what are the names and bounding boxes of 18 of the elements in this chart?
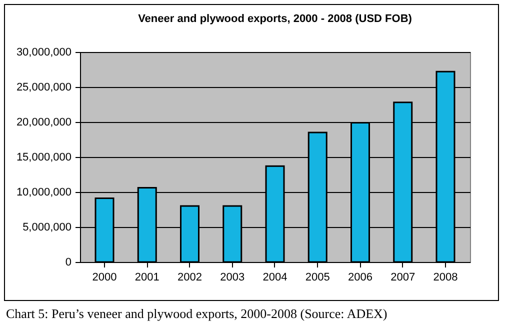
- y-tick-label: 0: [65, 256, 72, 268]
- x-tick-label: 2001: [134, 272, 160, 284]
- y-tick-label: 10,000,000: [16, 186, 72, 198]
- x-tick-label: 2002: [178, 272, 202, 284]
- x-tick-label: 2005: [305, 272, 330, 284]
- y-tick-label: 5,000,000: [22, 222, 72, 234]
- x-tick-label: 2006: [348, 272, 372, 284]
- x-tick-label: 2003: [220, 272, 245, 284]
- y-tick-label: 25,000,000: [16, 82, 72, 94]
- chart-title: Veneer and plywood exports, 2000 - 2008 (USD FOB): [138, 13, 412, 25]
- x-tick-label: 2008: [433, 272, 458, 284]
- x-tick-label: 2000: [92, 272, 117, 284]
- caption: Chart 5: Peru’s veneer and plywood exports, 2000-2008 (Source: ADEX): [6, 306, 388, 322]
- x-tick-label: 2007: [390, 272, 416, 284]
- x-tick-label: 2004: [262, 272, 288, 284]
- y-tick-label: 15,000,000: [16, 152, 72, 164]
- y-tick-label: 20,000,000: [16, 116, 72, 128]
- y-tick-label: 30,000,000: [16, 46, 72, 58]
